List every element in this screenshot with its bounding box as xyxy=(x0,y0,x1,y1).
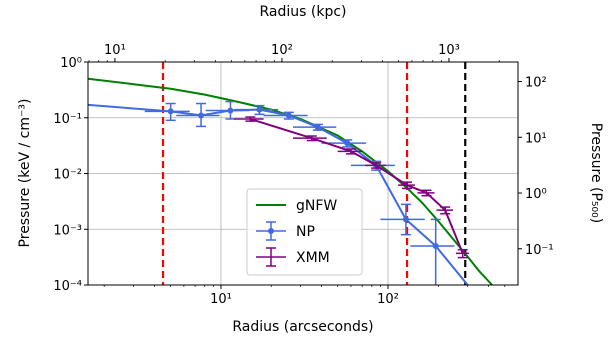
data-point xyxy=(293,135,327,142)
legend-label-np: NP xyxy=(296,224,315,240)
marker xyxy=(256,106,263,113)
data-point xyxy=(436,206,454,215)
x-tick-label: 10² xyxy=(377,292,399,307)
data-point xyxy=(234,104,279,116)
data-point xyxy=(263,111,308,120)
y-tick-label: 10⁻⁴ xyxy=(53,279,82,294)
marker xyxy=(344,140,351,147)
legend: gNFW NP XMM xyxy=(246,188,363,276)
top-x-tick-label: 10³ xyxy=(438,43,460,58)
data-point xyxy=(293,123,337,131)
x-tick-label: 10¹ xyxy=(210,292,232,307)
series-xmm xyxy=(234,116,469,259)
top-x-tick-label: 10¹ xyxy=(104,43,126,58)
marker xyxy=(198,112,205,119)
axis-ticks: 10¹ 10² 10⁻⁴ 10⁻³ 10⁻² 10⁻¹ 10⁰ 10¹ 10² 10³ 10⁻¹ 10… xyxy=(53,43,553,307)
marker xyxy=(314,124,321,131)
right-y-tick-label: 10⁰ xyxy=(525,187,547,202)
data-point xyxy=(398,181,415,190)
legend-label-xmm: XMM xyxy=(296,250,330,266)
x-axis-label: Radius (arcseconds) xyxy=(232,319,373,335)
data-point xyxy=(455,248,469,259)
right-y-tick-label: 10² xyxy=(525,76,547,91)
marker xyxy=(432,243,439,250)
data-point xyxy=(410,218,455,285)
right-y-axis-label: Pressure (P₅₀₀) xyxy=(588,123,604,223)
right-y-tick-label: 10⁻¹ xyxy=(525,243,554,258)
marker xyxy=(167,108,174,115)
y-tick-label: 10⁰ xyxy=(60,56,82,71)
y-tick-label: 10⁻² xyxy=(53,168,82,183)
data-point xyxy=(365,162,386,169)
right-y-tick-label: 10¹ xyxy=(525,131,547,146)
marker xyxy=(285,112,292,119)
data-point xyxy=(337,148,363,155)
data-point xyxy=(417,189,435,197)
data-point xyxy=(176,102,220,128)
reference-lines xyxy=(161,62,467,285)
legend-label-gnfw: gNFW xyxy=(296,198,337,214)
series-np xyxy=(87,100,469,286)
legend-box xyxy=(246,188,363,276)
data-point xyxy=(380,203,425,236)
top-x-tick-label: 10² xyxy=(271,43,293,58)
legend-swatch-np xyxy=(256,221,286,241)
top-x-axis-label: Radius (kpc) xyxy=(259,4,346,20)
data-point xyxy=(234,116,264,122)
y-tick-label: 10⁻¹ xyxy=(53,112,82,127)
marker xyxy=(402,216,409,223)
y-tick-label: 10⁻³ xyxy=(53,223,82,238)
marker xyxy=(227,107,234,114)
data-point xyxy=(205,100,249,120)
data-point xyxy=(144,102,190,122)
legend-swatch-xmm xyxy=(256,247,286,267)
y-axis-label: Pressure (keV / cm⁻³) xyxy=(17,99,33,248)
data-series xyxy=(87,77,493,286)
